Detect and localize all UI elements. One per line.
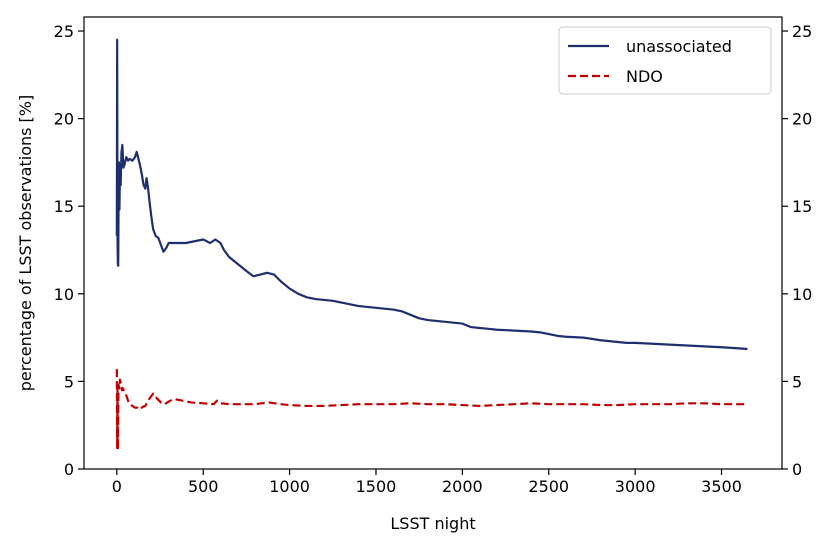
x-tick-label: 0 — [112, 477, 122, 496]
x-tick-label: 3000 — [615, 477, 656, 496]
series-layer — [115, 38, 748, 451]
plot-frame — [83, 16, 783, 470]
y-right-tick-label: 25 — [792, 22, 812, 41]
legend-label-unassociated: unassociated — [626, 37, 732, 56]
legend: unassociated NDO — [558, 26, 772, 95]
y-left-tick-label: 10 — [54, 285, 74, 304]
x-axis-ticks: 0 500 1000 1500 2000 2500 3000 3500 — [112, 469, 742, 496]
y-right-tick-label: 5 — [792, 372, 802, 391]
x-tick-label: 2000 — [442, 477, 483, 496]
x-tick-label: 1500 — [356, 477, 397, 496]
x-axis-label: LSST night — [390, 514, 475, 533]
y-left-tick-label: 20 — [54, 110, 74, 129]
x-tick-label: 500 — [188, 477, 219, 496]
y-right-tick-label: 0 — [792, 460, 802, 479]
y-axis-right-ticks: 0 5 10 15 20 25 — [782, 22, 812, 479]
x-tick-label: 1000 — [269, 477, 310, 496]
y-right-tick-label: 10 — [792, 285, 812, 304]
y-left-tick-label: 25 — [54, 22, 74, 41]
y-axis-left-ticks: 0 5 10 15 20 25 — [54, 22, 84, 479]
x-tick-label: 2500 — [528, 477, 569, 496]
series-line-ndo — [115, 369, 748, 451]
legend-label-ndo: NDO — [626, 67, 663, 86]
x-tick-label: 3500 — [701, 477, 742, 496]
y-left-tick-label: 15 — [54, 197, 74, 216]
y-right-tick-label: 20 — [792, 110, 812, 129]
legend-box — [558, 26, 772, 95]
y-left-tick-label: 5 — [64, 372, 74, 391]
y-right-tick-label: 15 — [792, 197, 812, 216]
y-axis-label: percentage of LSST observations [%] — [16, 95, 35, 392]
series-line-unassociated — [115, 38, 748, 351]
y-left-tick-label: 0 — [64, 460, 74, 479]
